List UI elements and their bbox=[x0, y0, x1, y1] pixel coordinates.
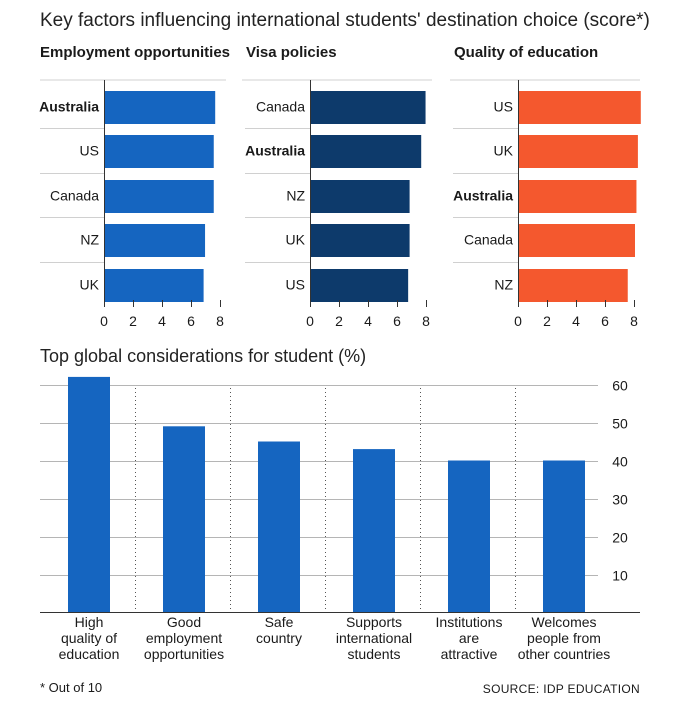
category-label-us: US bbox=[286, 277, 305, 293]
category-label-nz: NZ bbox=[494, 277, 513, 293]
category-label-us: US bbox=[80, 143, 99, 159]
tick-label-2: 2 bbox=[543, 313, 551, 329]
category-label-uk: UK bbox=[286, 232, 306, 248]
bar-institutions-are-attractive bbox=[448, 460, 490, 613]
bar-uk bbox=[519, 135, 638, 168]
tick-label-0: 0 bbox=[306, 313, 314, 329]
bar-uk bbox=[311, 224, 410, 257]
bar-us bbox=[105, 135, 214, 168]
category-label-line: international bbox=[336, 630, 412, 646]
category-label-line: quality of bbox=[61, 630, 117, 646]
category-label-safe-country: Safe country bbox=[256, 614, 302, 646]
category-label-line: students bbox=[348, 646, 401, 662]
category-label-line: country bbox=[256, 630, 302, 646]
bar-uk bbox=[105, 269, 204, 302]
tick-label-0: 0 bbox=[514, 313, 522, 329]
tick-label-8: 8 bbox=[630, 313, 638, 329]
source-credit: SOURCE: IDP EDUCATION bbox=[482, 682, 640, 696]
category-label-line: attractive bbox=[441, 646, 498, 662]
tick-label-8: 8 bbox=[422, 313, 430, 329]
category-label-nz: NZ bbox=[80, 232, 99, 248]
bar-supports-international-students bbox=[353, 449, 395, 613]
category-label-australia: Australia bbox=[453, 188, 513, 204]
bar-us bbox=[311, 269, 409, 302]
chart-title: Key factors influencing international st… bbox=[40, 10, 650, 31]
category-label-institutions-are-attractive: Institutions are attractive bbox=[436, 614, 503, 662]
category-label-line: employment bbox=[146, 630, 222, 646]
category-label-line: High bbox=[75, 614, 104, 630]
category-label-uk: UK bbox=[494, 143, 514, 159]
bar-us bbox=[519, 91, 641, 124]
tick-label-6: 6 bbox=[187, 313, 195, 329]
category-label-supports-international-students: Supports international students bbox=[336, 614, 412, 662]
panel-title-employment: Employment opportunities bbox=[40, 44, 231, 61]
y-tick-label-20: 20 bbox=[612, 530, 628, 546]
category-label-line: opportunities bbox=[144, 646, 224, 662]
bar-nz bbox=[311, 180, 410, 213]
category-label-uk: UK bbox=[80, 277, 100, 293]
bar-australia bbox=[311, 135, 422, 168]
category-label-australia: Australia bbox=[245, 143, 305, 159]
category-label-line: Welcomes bbox=[531, 614, 596, 630]
bar-canada bbox=[311, 91, 426, 124]
category-label-line: Safe bbox=[265, 614, 294, 630]
category-label-us: US bbox=[494, 99, 513, 115]
tick-label-8: 8 bbox=[216, 313, 224, 329]
tick-label-0: 0 bbox=[100, 313, 108, 329]
tick-label-6: 6 bbox=[393, 313, 401, 329]
bar-nz bbox=[519, 269, 628, 302]
tick-label-2: 2 bbox=[335, 313, 343, 329]
category-label-good-employment-opportunities: Good employment opportunities bbox=[144, 614, 224, 662]
category-label-line: other countries bbox=[518, 646, 611, 662]
panel-title-visa: Visa policies bbox=[246, 44, 337, 61]
category-label-line: are bbox=[459, 630, 479, 646]
category-label-line: Institutions bbox=[436, 614, 503, 630]
bar-australia bbox=[105, 91, 216, 124]
panel-visa: Canada Australia NZ UK US 0 2 4 6 8 bbox=[242, 79, 432, 329]
tick-label-4: 4 bbox=[572, 313, 580, 329]
bar-high-quality-of-education bbox=[68, 376, 110, 613]
y-tick-label-40: 40 bbox=[612, 454, 628, 470]
panel-quality: US UK Australia Canada NZ 0 2 4 6 8 bbox=[450, 79, 641, 329]
considerations-title: Top global considerations for student (%… bbox=[40, 346, 367, 366]
bar-nz bbox=[105, 224, 206, 257]
bar-good-employment-opportunities bbox=[163, 426, 205, 613]
bar-welcomes-people-from-other-countries bbox=[543, 460, 585, 613]
tick-label-4: 4 bbox=[364, 313, 372, 329]
panel-title-quality: Quality of education bbox=[454, 44, 599, 61]
panel-employment: Australia US Canada NZ UK 0 2 4 6 8 bbox=[39, 79, 226, 329]
footnote: * Out of 10 bbox=[40, 680, 103, 695]
tick-label-4: 4 bbox=[158, 313, 166, 329]
y-tick-label-10: 10 bbox=[612, 568, 628, 584]
category-label-line: Good bbox=[167, 614, 201, 630]
y-tick-label-50: 50 bbox=[612, 416, 628, 432]
bar-australia bbox=[519, 180, 637, 213]
tick-label-2: 2 bbox=[129, 313, 137, 329]
y-tick-label-60: 60 bbox=[612, 378, 628, 394]
category-label-canada: Canada bbox=[464, 232, 513, 248]
bar-safe-country bbox=[258, 441, 300, 613]
category-label-line: education bbox=[59, 646, 120, 662]
tick-label-6: 6 bbox=[601, 313, 609, 329]
category-label-canada: Canada bbox=[256, 99, 305, 115]
category-label-nz: NZ bbox=[286, 188, 305, 204]
bar-canada bbox=[105, 180, 214, 213]
category-label-line: Supports bbox=[346, 614, 402, 630]
category-label-line: people from bbox=[527, 630, 601, 646]
bar-canada bbox=[519, 224, 635, 257]
category-label-australia: Australia bbox=[39, 99, 99, 115]
category-label-high-quality-of-education: High quality of education bbox=[59, 614, 120, 662]
y-tick-label-30: 30 bbox=[612, 492, 628, 508]
category-label-canada: Canada bbox=[50, 188, 99, 204]
category-label-welcomes-people-from-other-countries: Welcomes people from other countries bbox=[518, 614, 611, 662]
